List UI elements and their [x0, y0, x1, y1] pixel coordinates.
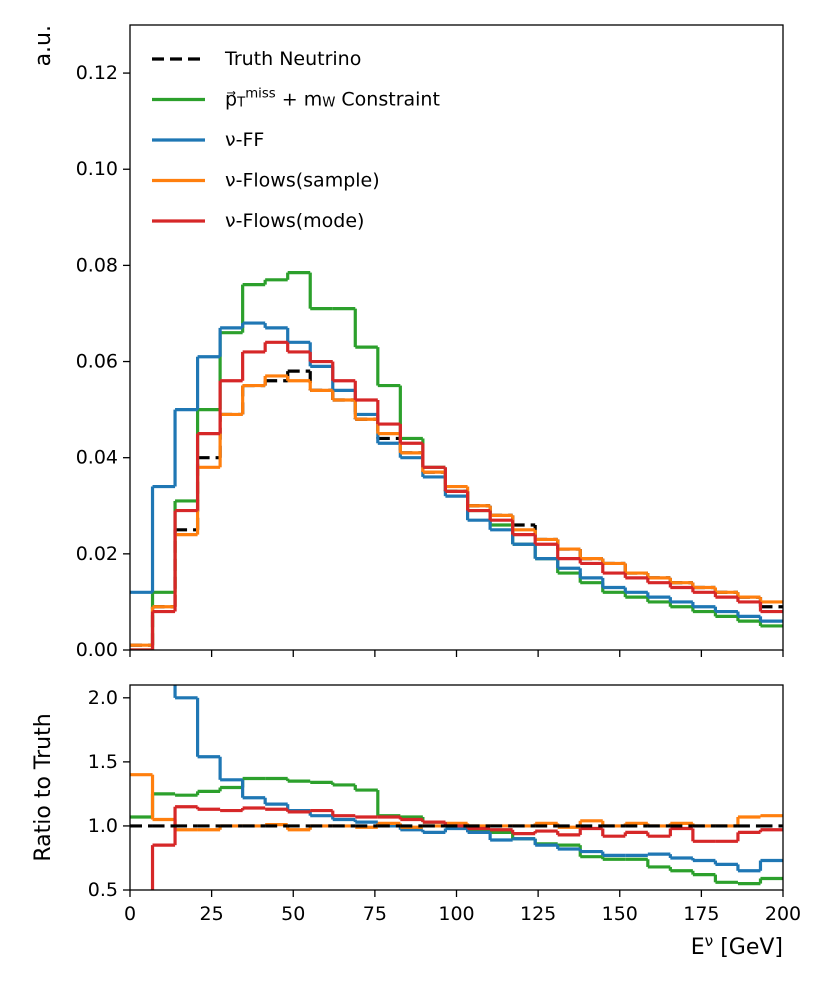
x-tick-label: 150: [602, 903, 638, 925]
legend-label: Truth Neutrino: [224, 48, 361, 70]
axes-frame: [129, 24, 784, 651]
y-tick-label: 0.12: [76, 62, 118, 84]
x-tick-label: 25: [200, 903, 224, 925]
y-tick-label: 2.0: [88, 686, 118, 708]
y-axis-label: Ratio to Truth: [31, 713, 56, 861]
plot-area: [130, 270, 783, 650]
y-axis-label: a.u.: [31, 25, 56, 66]
x-tick-label: 0: [124, 903, 136, 925]
y-tick-label: 0.5: [88, 879, 118, 901]
x-tick-label: 200: [765, 903, 801, 925]
y-tick-label: 0.02: [76, 542, 118, 564]
legend-label: ν-Flows(mode): [225, 210, 364, 232]
x-axis-label: Eν [GeV]: [691, 932, 783, 960]
plot-area: [130, 685, 783, 890]
legend-label: ν-Flows(sample): [225, 169, 380, 191]
legend-label: ν-FF: [225, 129, 264, 151]
y-tick-label: 0.04: [76, 446, 118, 468]
x-tick-label: 125: [520, 903, 556, 925]
legend-label: p⃗Tmiss + mW Constraint: [225, 87, 440, 111]
x-tick-label: 175: [683, 903, 719, 925]
x-tick-label: 50: [281, 903, 305, 925]
y-tick-label: 1.5: [88, 750, 118, 772]
y-tick-label: 0.00: [76, 639, 118, 661]
y-tick-label: 0.10: [76, 158, 118, 180]
y-tick-label: 0.08: [76, 254, 118, 276]
y-tick-label: 0.06: [76, 350, 118, 372]
y-tick-label: 1.0: [88, 814, 118, 836]
x-tick-label: 75: [363, 903, 387, 925]
x-tick-label: 100: [438, 903, 474, 925]
